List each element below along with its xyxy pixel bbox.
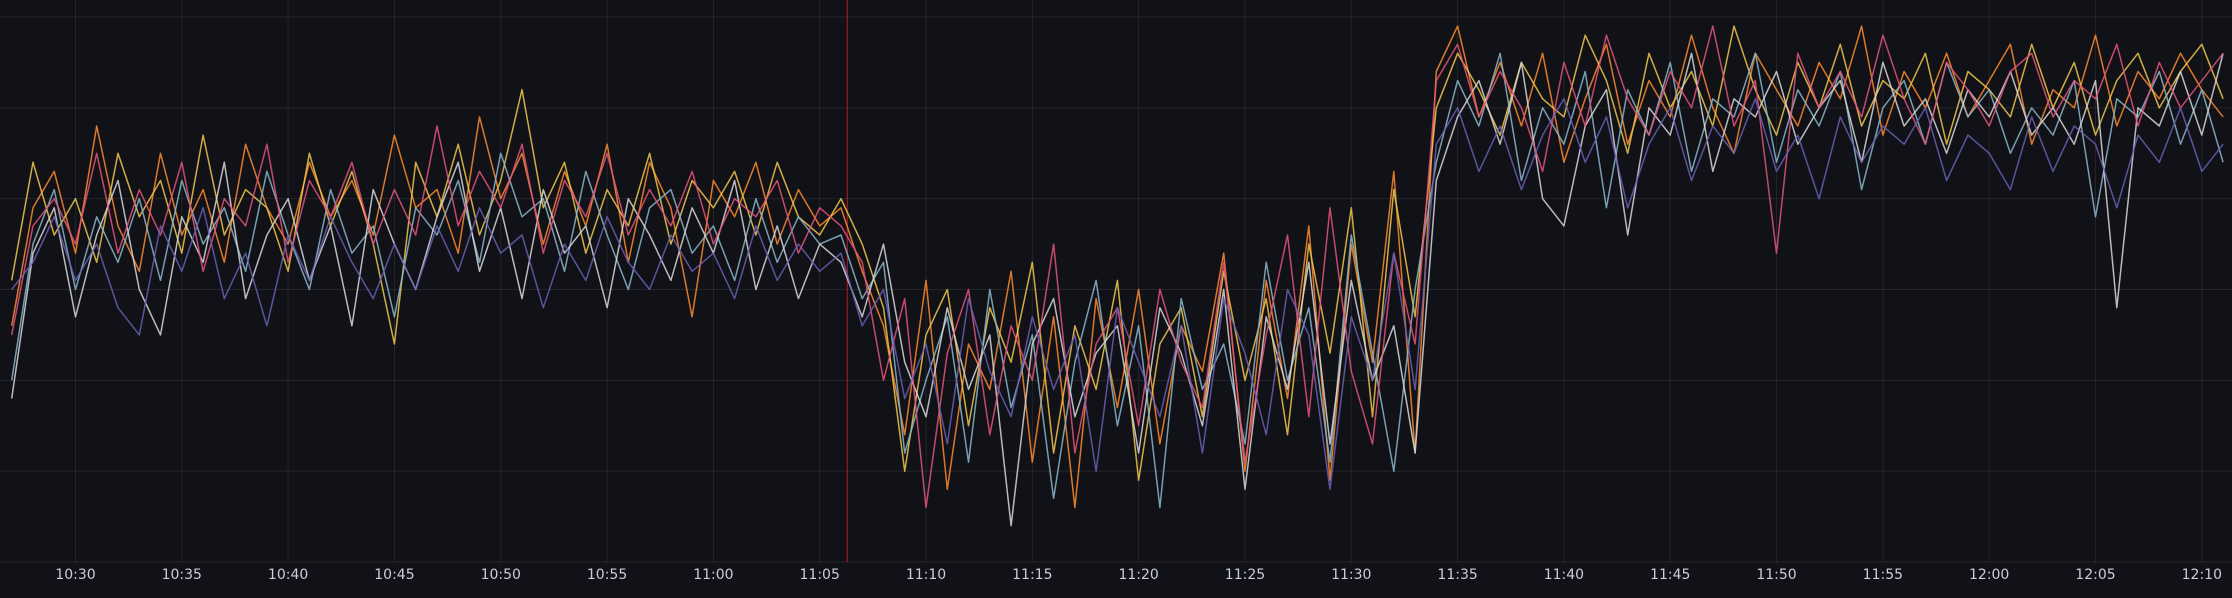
series-line <box>10 25 2224 482</box>
x-tick-label: 11:35 <box>1437 567 1477 583</box>
x-tick-label: 11:50 <box>1756 567 1796 583</box>
x-tick-label: 11:30 <box>1331 567 1371 583</box>
x-tick-label: 10:35 <box>162 567 202 583</box>
x-tick-label: 11:10 <box>906 567 946 583</box>
series-line <box>11 98 2224 491</box>
x-tick-label: 10:50 <box>481 567 521 583</box>
x-tick-label: 12:10 <box>2182 567 2222 583</box>
x-tick-label: 10:40 <box>268 567 308 583</box>
x-tick-label: 11:15 <box>1012 567 1052 583</box>
x-tick-label: 11:25 <box>1225 567 1265 583</box>
x-tick-label: 10:30 <box>55 567 95 583</box>
x-tick-label: 12:05 <box>2075 567 2115 583</box>
x-tick-label: 11:20 <box>1118 567 1158 583</box>
x-tick-label: 12:00 <box>1969 567 2009 583</box>
x-tick-label: 11:00 <box>693 567 733 583</box>
x-tick-label: 11:40 <box>1544 567 1584 583</box>
x-tick-label: 11:05 <box>800 567 840 583</box>
series-line <box>10 52 2224 509</box>
series-line <box>10 25 2224 509</box>
x-tick-label: 11:45 <box>1650 567 1690 583</box>
x-tick-label: 10:45 <box>374 567 414 583</box>
x-tick-label: 11:55 <box>1863 567 1903 583</box>
x-tick-label: 10:55 <box>587 567 627 583</box>
series-line <box>10 52 2224 527</box>
